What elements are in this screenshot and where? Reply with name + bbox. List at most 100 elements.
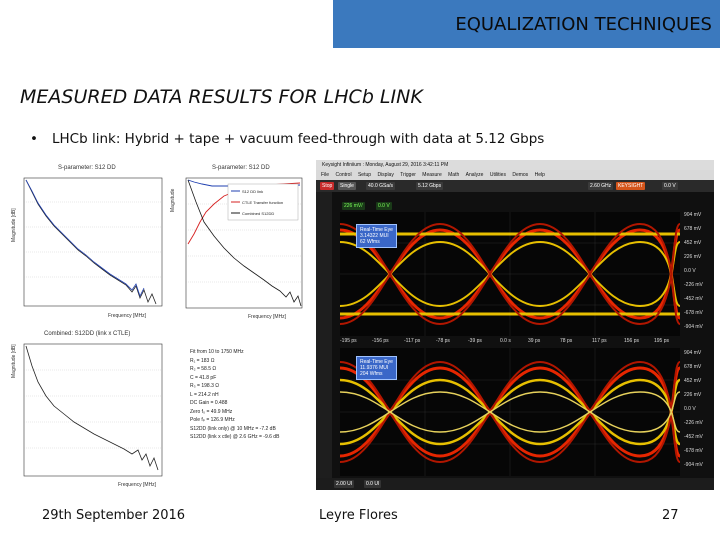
y-tick: 678 mV — [684, 364, 702, 370]
y-tick: 452 mV — [684, 378, 702, 384]
menu-file[interactable]: File — [321, 172, 330, 178]
sample-rate[interactable]: 40.0 GSa/s — [366, 182, 396, 190]
fit-line-0: Fit from 10 to 1750 MHz — [190, 349, 244, 355]
fit-line-1: R₁ = 183 Ω — [190, 357, 215, 364]
fit-line-7: Zero f₀ = 49.9 MHz — [190, 408, 233, 415]
scope-menubar: File Control Setup Display Trigger Measu… — [316, 170, 714, 180]
header-banner: EQUALIZATION TECHNIQUES — [333, 0, 720, 48]
menu-measure[interactable]: Measure — [422, 172, 442, 178]
horizontal-position[interactable]: 0.0 UI — [364, 480, 382, 488]
menu-help[interactable]: Help — [534, 172, 545, 178]
eye-bottom-svg — [340, 348, 680, 476]
fit-line-2: R₂ = 58.5 Ω — [190, 366, 217, 372]
plot1-ylabel: Magnitude [dB] — [11, 208, 17, 242]
y-tick: -904 mV — [684, 324, 703, 330]
stop-button[interactable]: Stop — [320, 182, 335, 190]
fit-parameters: Fit from 10 to 1750 MHz R₁ = 183 Ω R₂ = … — [190, 348, 279, 442]
y-tick: -678 mV — [684, 448, 703, 454]
keysight-logo: KEYSIGHT — [616, 182, 646, 190]
menu-demos[interactable]: Demos — [512, 172, 529, 178]
slide-title: MEASURED DATA RESULTS FOR LHCb LINK — [20, 86, 423, 108]
x-tick: 39 ps — [528, 338, 541, 344]
y-tick: -226 mV — [684, 282, 703, 288]
y-tick: -904 mV — [684, 462, 703, 468]
eye-diagram-top: Real-Time Eye 3.14322 MUI 62 Wfms — [340, 212, 680, 336]
y-tick: 226 mV — [684, 392, 702, 398]
plot2-title: S-parameter: S12 DD — [212, 165, 270, 171]
y-tick: 904 mV — [684, 212, 702, 218]
menu-math[interactable]: Math — [448, 172, 460, 178]
y-tick: 904 mV — [684, 350, 702, 356]
eye-bottom-uis: 11.9376 MUI — [360, 365, 389, 371]
fit-line-4: R₃ = 198.3 Ω — [190, 383, 219, 389]
x-tick: 78 ps — [560, 338, 573, 344]
fit-line-3: C = 41.8 pF — [190, 374, 217, 381]
fit-line-9: S12DD (link only) @ 10 MHz = -7.2 dB — [190, 425, 276, 432]
page-number: 27 — [662, 508, 679, 523]
x-tick: -117 ps — [404, 338, 421, 344]
eye-diagram-bottom: Real-Time Eye 11.9376 MUI 204 Wfms — [340, 348, 680, 476]
x-tick: -78 ps — [436, 338, 450, 344]
oscilloscope-screenshot: Keysight Infiniium : Monday, August 29, … — [316, 160, 714, 490]
channel-scale[interactable]: 226 mV/ — [342, 202, 365, 210]
plot1-svg: Magnitude [dB] Frequency [MHz] — [11, 177, 163, 319]
y-tick: -452 mV — [684, 434, 703, 440]
eye-top-uis: 3.14322 MUI — [360, 233, 389, 239]
fit-line-8: Pole fₚ = 126.9 MHz — [190, 417, 235, 423]
y-tick: 0.0 V — [684, 406, 696, 412]
x-tick: 156 ps — [624, 338, 640, 344]
plot3: Magnitude [dB] Frequency [MHz] — [8, 338, 168, 488]
x-tick: -39 ps — [468, 338, 482, 344]
plot1: Magnitude [dB] Frequency [MHz] — [8, 172, 168, 320]
plot2: Magnitude S12 DD link CTLE Transfer func… — [168, 172, 308, 320]
bullet-item: • LHCb link: Hybrid + tape + vacuum feed-… — [30, 131, 544, 147]
menu-analyze[interactable]: Analyze — [465, 172, 484, 178]
plot2-ylabel: Magnitude — [170, 188, 176, 212]
x-tick: 117 ps — [592, 338, 607, 344]
y-tick: -678 mV — [684, 310, 703, 316]
x-tick: -156 ps — [372, 338, 389, 344]
x-tick: 0.0 s — [500, 338, 511, 344]
footer-author: Leyre Flores — [319, 508, 398, 523]
horizontal-scale[interactable]: 2.00 UI — [334, 480, 355, 488]
fit-line-6: DC Gain = 0.488 — [190, 400, 228, 406]
bullet-text: LHCb link: Hybrid + tape + vacuum feed-t… — [52, 131, 545, 147]
eye-bottom-label: Real-Time Eye — [360, 359, 393, 365]
plot3-title: Combined: S12DD (link x CTLE) — [44, 331, 131, 337]
eye-top-info: Real-Time Eye 3.14322 MUI 62 Wfms — [356, 224, 397, 248]
trigger-level[interactable]: 0.0 V — [662, 182, 678, 190]
x-tick: 195 ps — [654, 338, 670, 344]
scope-bottombar: 2.00 UI 0.0 UI — [316, 478, 714, 490]
single-button[interactable]: Single — [338, 182, 356, 190]
y-tick: 452 mV — [684, 240, 702, 246]
fit-line-10: S12DD (link x ctle) @ 2.6 GHz = -9.6 dB — [190, 434, 280, 440]
eye-bottom-info: Real-Time Eye 11.9376 MUI 204 Wfms — [356, 356, 397, 380]
channel-offset[interactable]: 0.0 V — [376, 202, 392, 210]
data-rate[interactable]: 5.12 Gbps — [416, 182, 444, 190]
y-tick: 678 mV — [684, 226, 702, 232]
eye-top-wfms: 62 Wfms — [360, 239, 380, 245]
plot2-legend-0: S12 DD link — [242, 189, 263, 194]
menu-trigger[interactable]: Trigger — [400, 172, 416, 178]
footer-date: 29th September 2016 — [42, 508, 186, 523]
eye-bottom-wfms: 204 Wfms — [360, 371, 383, 377]
y-tick: 226 mV — [684, 254, 702, 260]
scope-titlebar: Keysight Infiniium : Monday, August 29, … — [316, 160, 714, 170]
x-tick: -195 ps — [340, 338, 357, 344]
plot1-title: S-parameter: S12 DD — [58, 165, 116, 171]
y-tick: -226 mV — [684, 420, 703, 426]
menu-control[interactable]: Control — [335, 172, 352, 178]
y-tick: 0.0 V — [684, 268, 696, 274]
menu-display[interactable]: Display — [377, 172, 394, 178]
plot2-legend: S12 DD link CTLE Transfer function Combi… — [227, 183, 299, 221]
header-title: EQUALIZATION TECHNIQUES — [455, 14, 712, 35]
bandwidth[interactable]: 2.60 GHz — [588, 182, 614, 190]
plot3-xlabel: Frequency [MHz] — [118, 482, 157, 488]
plot1-xlabel: Frequency [MHz] — [108, 313, 147, 319]
plot2-legend-1: CTLE Transfer function — [242, 200, 283, 205]
menu-utilities[interactable]: Utilities — [489, 172, 506, 178]
scope-sidebar — [316, 192, 332, 490]
plot3-svg: Magnitude [dB] Frequency [MHz] — [11, 343, 163, 488]
menu-setup[interactable]: Setup — [357, 172, 372, 178]
plot2-svg: Magnitude S12 DD link CTLE Transfer func… — [170, 177, 303, 320]
